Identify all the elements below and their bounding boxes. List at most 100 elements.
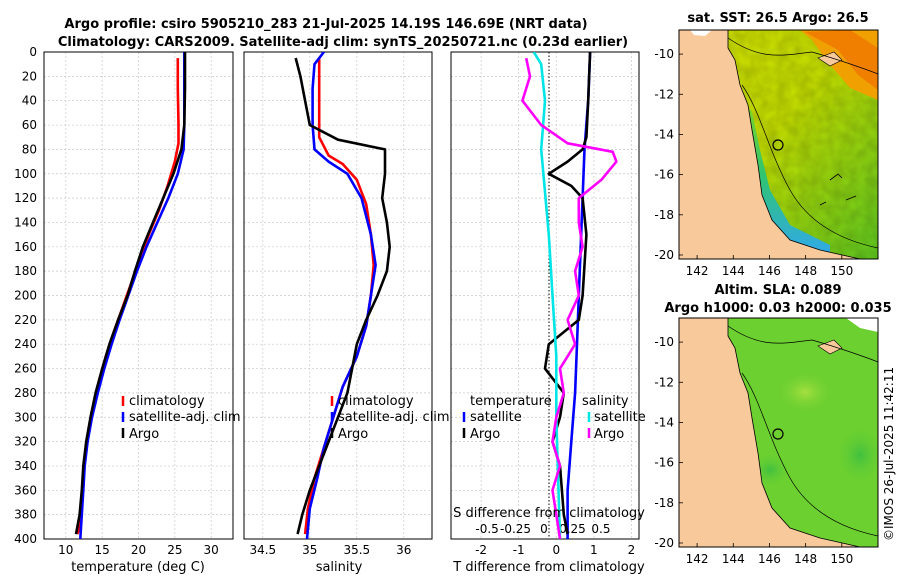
difference-legend-temperature: temperature satellite Argo	[462, 394, 552, 442]
temperature-panel: 0 20 40 60 80 100 120 140 160 180 200 220 240 260 280 3…	[14, 45, 241, 575]
y-tick-label: 360	[14, 483, 37, 497]
sst-reef-marks	[819, 173, 857, 206]
sst-shelf-contour	[727, 37, 878, 75]
y-tick-label: 180	[14, 264, 37, 278]
map-x-tick-label: 150	[830, 552, 853, 566]
y-tick-label: 280	[14, 386, 37, 400]
sla-map-image	[679, 318, 878, 547]
series-line-salinity-argo	[521, 57, 618, 539]
depth-tick-labels: 0 20 40 60 80 100 120 140 160 180 200 220 240 260 280 3…	[14, 45, 37, 546]
y-tick-label: 400	[14, 532, 37, 546]
temperature-tick-labels: 10 15 20 25 30	[58, 543, 219, 557]
x-tick-label: 2	[628, 543, 636, 557]
sst-map-panel: sat. SST: 26.5 Argo: 26.5 142 144 146 148 15…	[654, 11, 879, 278]
map-x-tick-label: 144	[722, 264, 745, 278]
y-tick-label: 0	[29, 45, 37, 59]
sla-map-subtitle: Argo h1000: 0.03 h2000: 0.035	[664, 301, 891, 316]
series-line-climatology	[303, 58, 375, 535]
map-y-tick-label: -14	[654, 415, 674, 429]
y-tick-label: 20	[22, 69, 37, 83]
salinity-grid	[244, 51, 432, 540]
x-tick-label: 0	[552, 543, 560, 557]
sst-island	[817, 51, 843, 67]
sst-map-title: sat. SST: 26.5 Argo: 26.5	[687, 11, 868, 26]
y-tick-label: 320	[14, 435, 37, 449]
figure-title-line2: Climatology: CARS2009. Satellite-adj cli…	[58, 35, 628, 50]
map-x-tick-label: 146	[758, 264, 781, 278]
y-tick-label: 220	[14, 313, 37, 327]
x-tick-label: 25	[167, 543, 182, 557]
y-tick-label: 60	[22, 118, 37, 132]
s-difference-tick-labels: -0.5 -0.25 0 0.25 0.5	[475, 522, 610, 536]
x-tick-label: 1	[590, 543, 598, 557]
x-tick-label: 35.5	[343, 543, 370, 557]
map-x-tick-label: 144	[722, 552, 745, 566]
map-y-tick-label: -18	[654, 208, 674, 222]
x-tick-label: 35	[302, 543, 317, 557]
t-difference-xlabel: T difference from climatology	[452, 560, 645, 575]
x-tick-label: 30	[204, 543, 219, 557]
sst-reef-contour	[741, 84, 878, 249]
y-tick-label: 120	[14, 191, 37, 205]
x2-tick-label: 0.5	[591, 522, 610, 536]
series-line-salinity-satellite	[532, 52, 562, 539]
difference-axes-frame	[450, 51, 640, 540]
difference-legend-salinity: salinity satellite Argo	[582, 394, 646, 442]
sst-mask-gap	[690, 30, 712, 36]
map-y-tick-label: -12	[654, 87, 674, 101]
x-tick-label: 20	[131, 543, 146, 557]
y-tick-label: 340	[14, 459, 37, 473]
difference-grid	[451, 51, 639, 540]
x-tick-label: 34.5	[249, 543, 276, 557]
sla-map-frame	[678, 317, 879, 548]
y-tick-label: 100	[14, 167, 37, 181]
y-tick-label: 160	[14, 240, 37, 254]
difference-panel: -2 -1 0 1 2 -0.5 -0.25 0 0.25 0.5 T difference f…	[450, 51, 646, 575]
sst-map-frame	[678, 29, 879, 260]
x-tick-label: 36	[396, 543, 411, 557]
x-tick-label: 15	[95, 543, 110, 557]
sla-low-anomaly	[835, 425, 878, 485]
salinity-xlabel: salinity	[316, 560, 363, 575]
y-tick-label: 200	[14, 289, 37, 303]
map-y-tick-label: -10	[654, 335, 674, 349]
legend-label-argo: Argo	[338, 427, 368, 442]
t-difference-tick-labels: -2 -1 0 1 2	[475, 543, 635, 557]
series-line-argo	[74, 52, 187, 535]
sla-land	[679, 318, 861, 547]
legend-heading-temperature: temperature	[470, 394, 552, 409]
y-tick-label: 40	[22, 94, 37, 108]
x2-tick-label: 0	[540, 522, 548, 536]
legend-label-salinity-satellite: satellite	[594, 410, 646, 425]
sst-warm-core	[805, 30, 878, 90]
y-tick-label: 140	[14, 215, 37, 229]
sst-map-image	[679, 30, 878, 259]
map-x-tick-label: 146	[758, 552, 781, 566]
legend-label-satellite: satellite-adj. clim	[338, 410, 450, 425]
x2-tick-label: -0.5	[475, 522, 498, 536]
y-tick-label: 240	[14, 337, 37, 351]
map-y-tick-label: -20	[654, 248, 674, 262]
temperature-series	[74, 52, 187, 539]
x-tick-label: 10	[58, 543, 73, 557]
sla-high-anomaly	[775, 370, 835, 414]
map-y-tick-label: -16	[654, 168, 674, 182]
salinity-series	[294, 52, 391, 539]
salinity-panel: 34.5 35 35.5 36 salinity climatology satell…	[243, 51, 450, 575]
sla-shelf-contour	[727, 325, 878, 363]
sla-map-ticks: 142 144 146 148 150 -10 -12 -14 -16 -18 -20	[654, 335, 853, 566]
salinity-legend: climatology satellite-adj. clim Argo	[330, 394, 450, 442]
temperature-xlabel: temperature (deg C)	[71, 560, 205, 575]
series-line-argo	[294, 57, 391, 535]
map-x-tick-label: 148	[794, 264, 817, 278]
y-tick-label: 260	[14, 362, 37, 376]
s-difference-xlabel: S difference from climatology	[453, 506, 645, 521]
map-y-tick-label: -14	[654, 127, 674, 141]
sla-island	[817, 339, 843, 355]
y-tick-label: 300	[14, 410, 37, 424]
temperature-legend: climatology satellite-adj. clim Argo	[121, 394, 241, 442]
map-x-tick-label: 150	[830, 264, 853, 278]
legend-label-climatology: climatology	[129, 394, 205, 409]
sla-reef-contour	[741, 372, 878, 537]
